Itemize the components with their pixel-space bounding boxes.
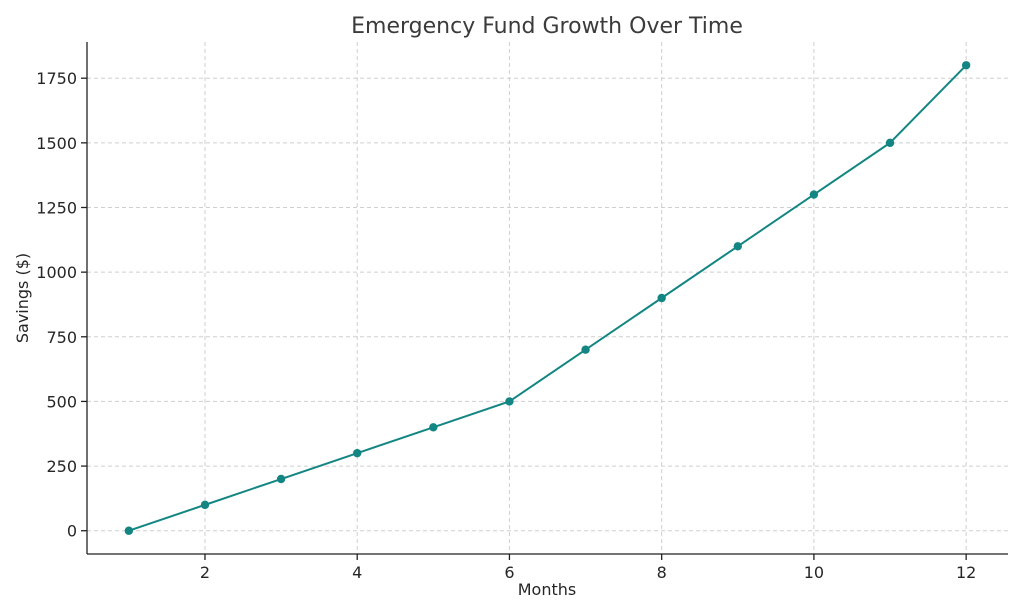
grid [87, 42, 1008, 554]
axes [86, 42, 1008, 555]
y-tick-label: 750 [46, 328, 77, 347]
y-tick-label: 1500 [36, 134, 77, 153]
x-tick-label: 2 [200, 563, 210, 582]
data-point [885, 138, 895, 148]
x-tick-label: 8 [657, 563, 667, 582]
y-tick-label: 1000 [36, 263, 77, 282]
y-tick-label: 0 [67, 522, 77, 541]
data-point [200, 500, 210, 510]
y-tick-label: 250 [46, 457, 77, 476]
series [124, 61, 971, 535]
data-point [961, 61, 971, 70]
data-point [505, 397, 514, 406]
y-tick-label: 1250 [36, 198, 77, 217]
x-tick-label: 6 [504, 563, 514, 582]
x-tick-label: 12 [956, 563, 976, 582]
data-point [353, 448, 362, 458]
y-tick-label: 1750 [36, 69, 77, 88]
data-point [657, 293, 666, 303]
series-line [128, 64, 967, 532]
y-axis-label: Savings ($) [13, 253, 32, 343]
x-tick-label: 10 [804, 563, 824, 582]
x-axis-ticks: 2 4 6 8 10 12 [200, 554, 976, 582]
data-point [276, 474, 286, 484]
data-point [733, 242, 742, 251]
chart-title: Emergency Fund Growth Over Time [351, 14, 743, 39]
x-tick-label: 4 [352, 563, 362, 582]
data-point [809, 190, 819, 199]
data-point [581, 345, 590, 354]
y-tick-label: 500 [46, 392, 77, 411]
data-point [429, 423, 438, 432]
x-axis-label: Months [518, 580, 576, 599]
data-point [124, 526, 134, 535]
y-axis-ticks: 0 250 500 750 1000 1250 1500 1750 [36, 69, 87, 541]
